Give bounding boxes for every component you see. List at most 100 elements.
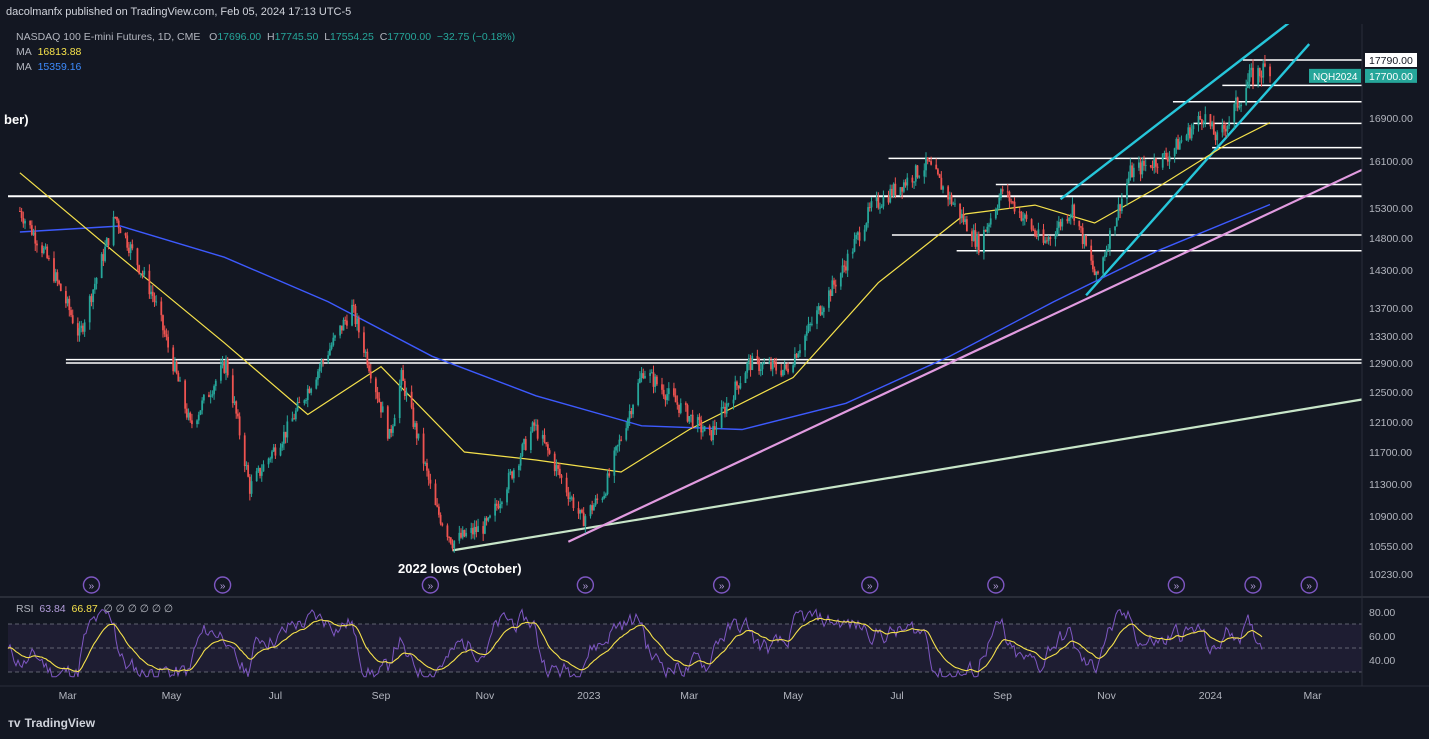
candle	[54, 268, 57, 284]
candle-body	[553, 453, 556, 472]
candle	[553, 451, 556, 476]
candle-body	[53, 258, 55, 282]
candle-body	[637, 382, 640, 405]
candle-body	[71, 315, 74, 324]
candle	[828, 286, 830, 312]
candle	[1120, 193, 1123, 214]
candle-body	[201, 400, 204, 411]
candle-body	[1085, 235, 1087, 246]
candle-body	[829, 290, 832, 297]
candle-body	[32, 232, 35, 235]
rsi-extra: ∅ ∅ ∅ ∅ ∅ ∅	[103, 603, 174, 615]
candle	[725, 397, 728, 417]
candle	[160, 297, 163, 322]
candle-body	[415, 423, 418, 439]
candle-body	[92, 289, 95, 303]
candle	[592, 503, 595, 511]
candle	[437, 503, 440, 518]
high-value: 17745.50	[274, 31, 319, 43]
candle-body	[303, 400, 306, 403]
candle-body	[225, 359, 227, 373]
candle	[773, 358, 776, 368]
candle	[138, 264, 141, 275]
candle-body	[185, 408, 188, 418]
candle-body	[960, 213, 963, 219]
candle-body	[248, 476, 251, 494]
candle	[821, 305, 824, 316]
candle	[410, 385, 413, 410]
candle	[686, 403, 689, 423]
candle-body	[603, 495, 606, 499]
candle	[1105, 245, 1108, 258]
candle	[233, 396, 236, 406]
candle-body	[638, 377, 641, 383]
candle-body	[746, 363, 749, 373]
candle-body	[1097, 271, 1099, 274]
candle	[499, 498, 502, 513]
candle-body	[1023, 214, 1026, 219]
candle	[948, 191, 951, 205]
candle	[1057, 216, 1060, 235]
legend-row-ma2[interactable]: MA 15359.16	[16, 60, 515, 75]
candle-body	[437, 506, 440, 515]
candle	[460, 528, 462, 539]
candle	[558, 463, 561, 479]
candle-body	[279, 447, 282, 456]
candle-body	[732, 399, 735, 404]
candle-body	[914, 165, 917, 182]
candle	[787, 362, 789, 375]
earnings-event-icon: »	[213, 576, 232, 594]
candle	[318, 363, 321, 378]
tradingview-logo[interactable]: ᴛᴠ TradingView	[8, 716, 95, 730]
legend-row-ma1[interactable]: MA 16813.88	[16, 45, 515, 60]
candle-body	[294, 410, 297, 420]
candle-body	[546, 444, 549, 451]
candle-body	[226, 359, 229, 376]
candle-body	[477, 526, 479, 532]
pink-trendline	[567, 168, 1363, 543]
candle	[785, 363, 788, 371]
candle	[315, 377, 318, 390]
candle-body	[902, 182, 905, 192]
candle	[715, 421, 718, 436]
candle-body	[810, 323, 813, 325]
candle-body	[262, 464, 265, 472]
ticker-tag-bg	[1309, 68, 1361, 83]
candle	[545, 442, 548, 447]
candle-body	[506, 489, 508, 503]
y-tick-label: 12500.00	[1369, 387, 1413, 399]
candle-body	[400, 370, 403, 385]
candle	[930, 156, 933, 166]
candle-body	[809, 323, 812, 325]
candle-body	[330, 345, 333, 349]
candle-body	[1030, 219, 1033, 230]
candle	[458, 525, 461, 544]
candle	[882, 190, 885, 210]
symbol-legend[interactable]: NASDAQ 100 E-mini Futures, 1D, CME O1769…	[16, 30, 515, 75]
open-value: 17696.00	[217, 31, 262, 43]
candle-body	[543, 434, 546, 443]
candle	[795, 352, 798, 359]
candle	[950, 192, 953, 207]
candle	[1102, 256, 1105, 279]
candle-body	[41, 245, 43, 254]
candle-body	[448, 536, 451, 538]
candle-body	[983, 229, 985, 253]
candle-body	[521, 444, 524, 457]
candle-body	[630, 411, 633, 415]
candle-body	[1057, 221, 1060, 228]
candle-body	[257, 467, 260, 472]
rsi-legend[interactable]: RSI 63.84 66.87 ∅ ∅ ∅ ∅ ∅ ∅	[16, 603, 173, 615]
event-arrow: »	[220, 581, 226, 592]
candle-body	[751, 356, 754, 370]
candle-body	[1013, 201, 1016, 212]
candle-body	[591, 505, 594, 511]
candle-body	[293, 418, 296, 420]
candle	[557, 464, 560, 476]
candle-body	[47, 257, 50, 259]
open-label: O	[209, 31, 218, 43]
candle	[136, 247, 139, 272]
candle	[851, 248, 854, 259]
candle	[128, 242, 130, 257]
